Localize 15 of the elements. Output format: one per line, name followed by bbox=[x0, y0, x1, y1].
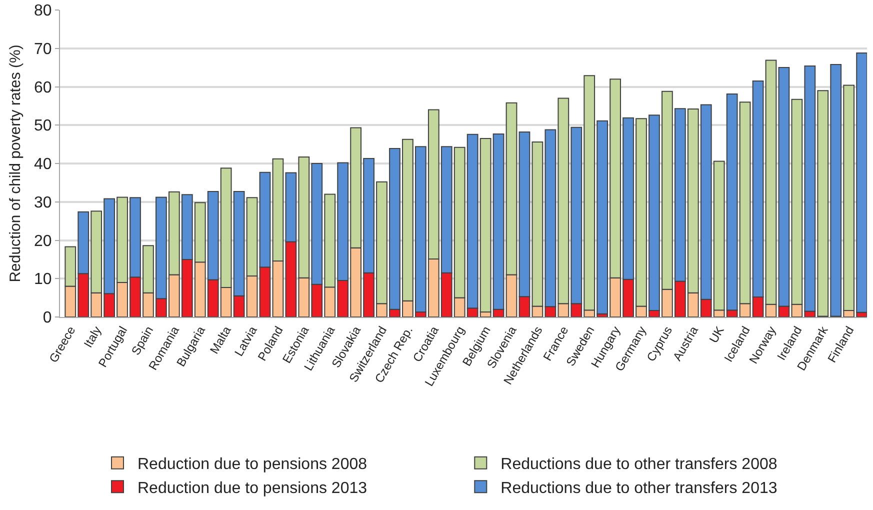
y-tick-label: 20 bbox=[34, 232, 52, 250]
y-tick-label: 30 bbox=[34, 194, 52, 212]
x-tick-label: UK bbox=[706, 324, 727, 346]
y-tick-label: 50 bbox=[34, 118, 52, 135]
legend-label: Reduction due to pensions 2013 bbox=[138, 480, 368, 497]
y-tick-label: 80 bbox=[34, 2, 52, 20]
legend-label: Reductions due to other transfers 2013 bbox=[500, 480, 778, 497]
y-tick-label: 60 bbox=[34, 79, 52, 96]
y-tick-label: 10 bbox=[34, 271, 52, 288]
y-tick-label: 0 bbox=[42, 310, 52, 327]
y-tick-label: 70 bbox=[34, 40, 52, 58]
legend-label: Reduction due to pensions 2008 bbox=[138, 456, 368, 474]
legend-label: Reductions due to other transfers 2008 bbox=[500, 456, 778, 474]
y-axis-title: Reduction of child poverty rates (%) bbox=[7, 44, 24, 282]
y-tick-label: 40 bbox=[34, 156, 52, 174]
